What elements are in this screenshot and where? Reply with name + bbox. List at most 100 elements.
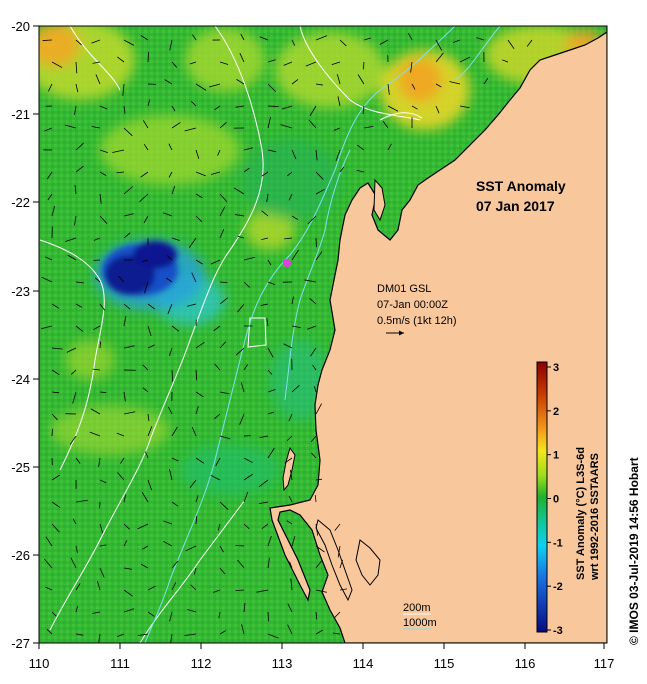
current-vector — [291, 249, 299, 261]
current-vector — [75, 499, 88, 503]
current-vector — [266, 318, 269, 327]
current-vector — [99, 215, 108, 224]
current-vector — [123, 540, 128, 547]
current-vector — [168, 171, 173, 178]
station-time: 07-Jan 00:00Z — [377, 299, 448, 311]
current-vector — [363, 37, 371, 41]
current-vector — [99, 341, 102, 349]
current-vector — [337, 96, 341, 107]
current-vector — [309, 105, 317, 117]
current-vector — [310, 435, 317, 443]
current-vector — [170, 633, 173, 643]
current-vector — [171, 369, 174, 382]
current-vector — [311, 452, 317, 459]
contour-200m — [299, 26, 423, 121]
current-vector — [267, 149, 277, 153]
current-vector — [286, 520, 293, 525]
current-vector — [123, 345, 135, 349]
y-axis: -20 -21 -22 -23 -24 -25 -26 -27 — [11, 19, 30, 651]
current-vector — [459, 56, 471, 63]
current-vector — [137, 633, 149, 636]
x-tick-label: 110 — [29, 656, 50, 671]
map-title: SST Anomaly — [476, 178, 566, 194]
current-vector — [333, 127, 341, 131]
colorbar-ticks: 3 2 1 0 -1 -2 -3 — [547, 362, 563, 637]
current-vector — [123, 186, 134, 195]
island — [355, 539, 381, 586]
current-vector — [167, 303, 173, 315]
current-vector — [195, 171, 206, 177]
current-vector — [305, 61, 317, 67]
current-vector — [116, 171, 125, 174]
current-vector — [363, 126, 374, 129]
current-vector — [234, 214, 245, 217]
y-tick-label: -21 — [11, 107, 30, 122]
current-vector — [435, 105, 440, 114]
current-vector — [51, 413, 58, 421]
current-vector — [51, 303, 60, 309]
current-vector — [147, 585, 156, 591]
current-vector — [240, 33, 245, 41]
current-vector — [267, 447, 275, 459]
current-vector — [99, 567, 105, 578]
current-vector — [123, 589, 133, 597]
current-vector — [99, 391, 107, 393]
current-vector — [168, 347, 173, 357]
current-vector — [334, 523, 341, 531]
map-date: 07 Jan 2017 — [476, 198, 555, 214]
current-vector — [315, 188, 325, 195]
current-vector — [51, 347, 63, 350]
current-vector — [281, 105, 293, 110]
current-vector — [141, 491, 149, 503]
current-vector — [213, 325, 221, 331]
x-tick-label: 112 — [191, 656, 212, 671]
current-vector — [218, 611, 221, 619]
current-vector — [93, 325, 101, 330]
colorbar — [536, 361, 548, 633]
current-vector — [307, 325, 317, 330]
current-vector — [47, 193, 53, 201]
current-vector — [94, 277, 101, 283]
current-vector — [70, 369, 77, 375]
current-vector — [171, 105, 176, 112]
current-vector — [435, 83, 442, 88]
current-vector — [95, 74, 101, 85]
current-vector — [259, 36, 269, 41]
current-vector — [335, 149, 341, 161]
current-vector — [195, 342, 205, 349]
current-vector — [237, 559, 245, 569]
current-vector — [219, 61, 229, 65]
current-vector — [51, 205, 55, 217]
y-tick-label: -20 — [11, 19, 30, 34]
current-vector — [168, 406, 173, 415]
current-vector — [91, 39, 101, 44]
current-vector — [339, 166, 344, 173]
current-vector — [142, 120, 149, 129]
current-vector — [210, 171, 221, 175]
current-vector — [123, 411, 136, 415]
current-vector — [171, 501, 179, 507]
current-vector — [93, 237, 101, 241]
current-vector — [411, 105, 418, 110]
current-vector — [267, 411, 274, 415]
current-vector — [235, 545, 245, 547]
x-tick-label: 114 — [353, 656, 374, 671]
current-vector — [408, 33, 413, 41]
current-vector — [243, 603, 246, 613]
current-vector — [315, 403, 323, 415]
current-vector — [163, 212, 173, 217]
current-vector — [51, 501, 61, 508]
current-vector — [72, 518, 77, 525]
current-vector — [99, 149, 108, 154]
current-vector — [44, 558, 53, 569]
y-tick-label: -26 — [11, 548, 30, 563]
current-vector — [195, 369, 198, 381]
land-mass — [269, 26, 607, 643]
peninsula — [315, 519, 353, 602]
current-vector — [290, 469, 293, 481]
current-vector — [188, 237, 197, 248]
current-vector — [147, 413, 150, 422]
current-vector — [267, 347, 274, 358]
current-vector — [123, 105, 126, 114]
current-vector — [267, 259, 272, 266]
